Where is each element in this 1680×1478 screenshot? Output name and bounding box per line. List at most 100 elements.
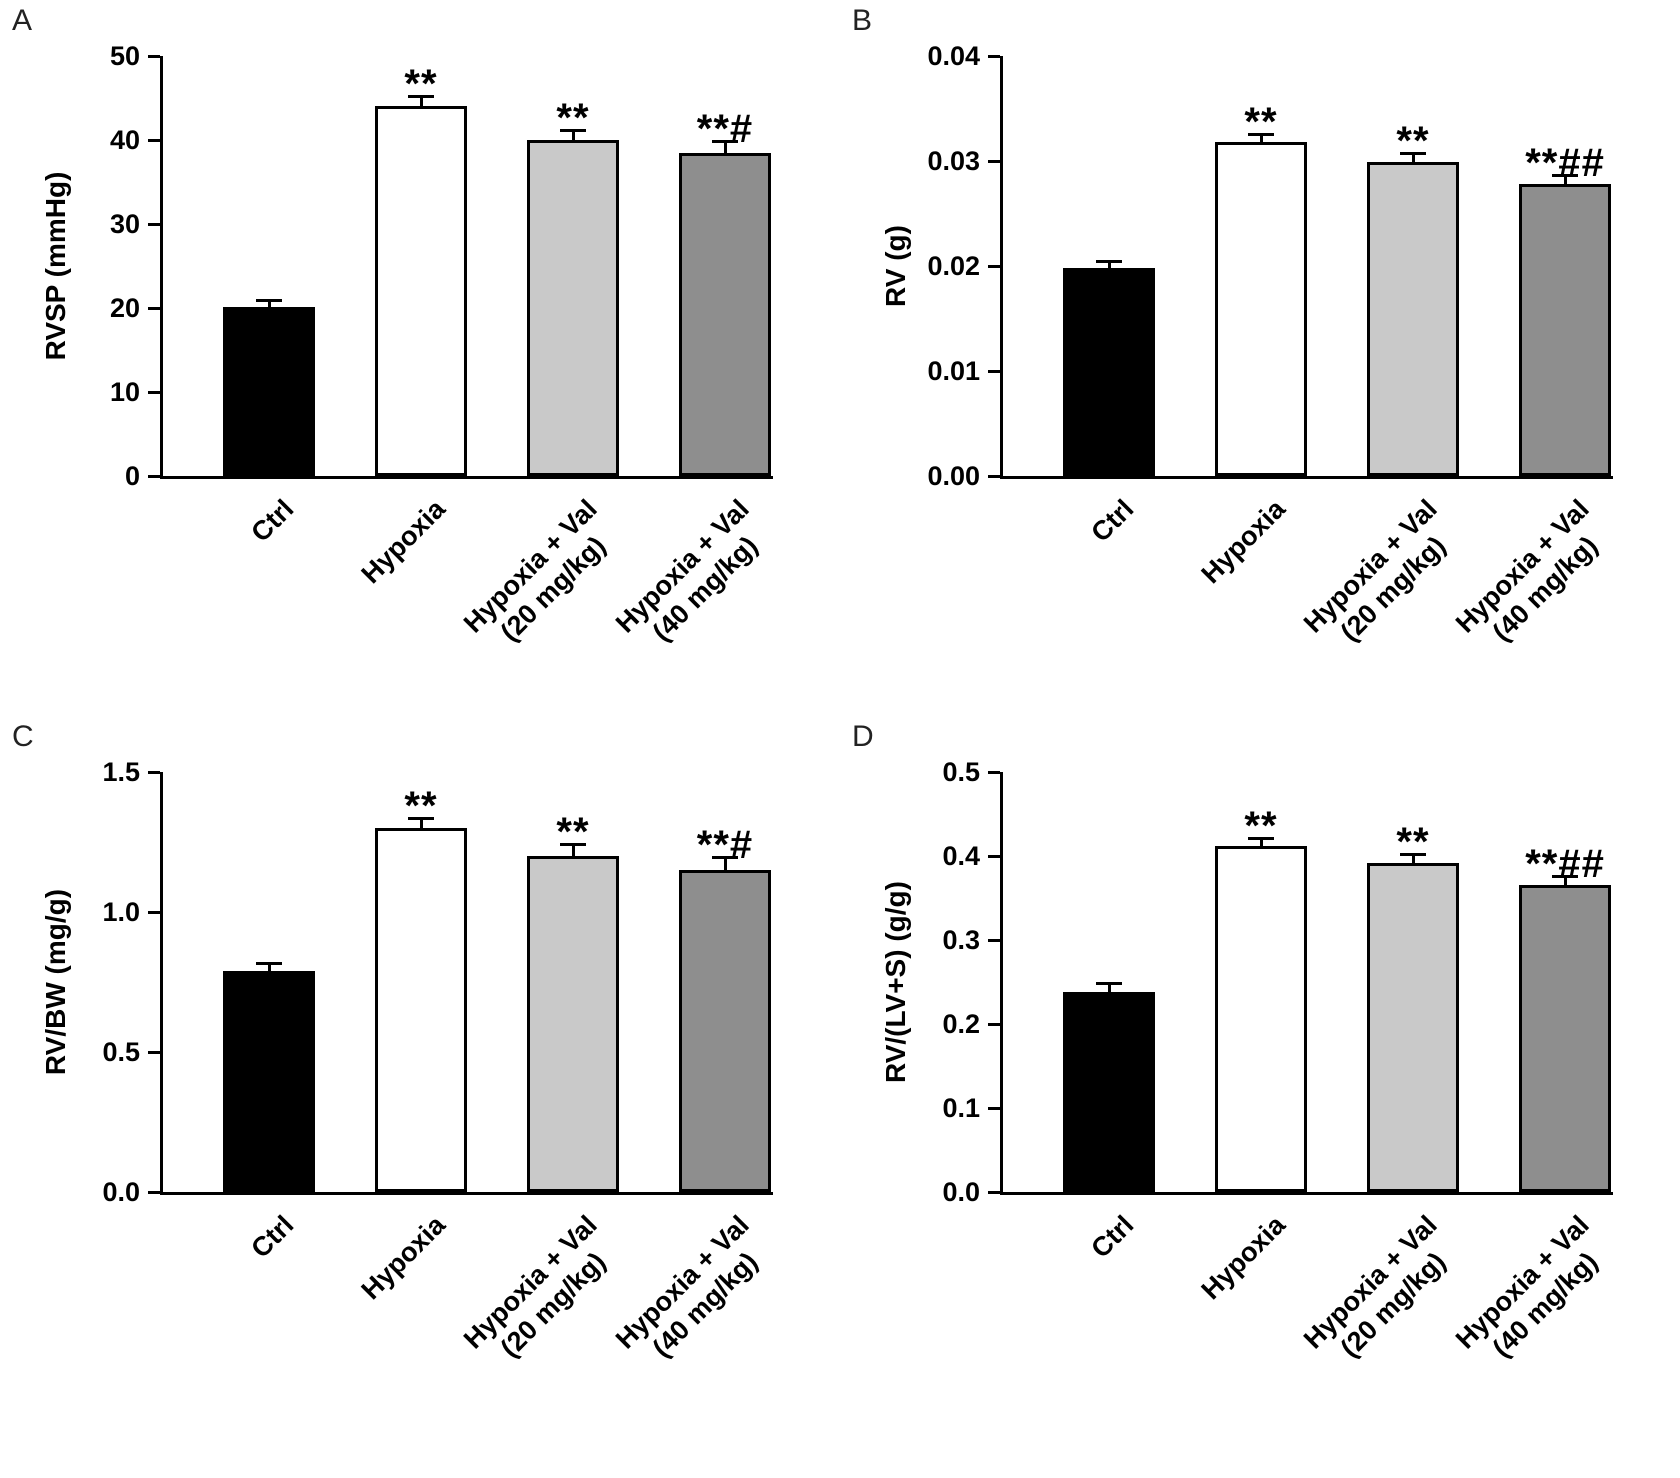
y-tick-mark: [988, 854, 1000, 858]
y-axis-title: RV/(LV+S) (g/g): [880, 881, 911, 1083]
x-category-label: Hypoxia + Val (40 mg/kg): [1450, 493, 1604, 648]
y-tick-label: 30: [109, 209, 140, 239]
panel-label: B: [852, 4, 873, 37]
y-tick-label: 0: [124, 461, 140, 491]
error-bar-cap: [408, 816, 434, 820]
significance-marker: **##: [1525, 140, 1605, 185]
error-bar-line: [267, 965, 271, 971]
error-bar-line: [1411, 856, 1415, 863]
significance-marker: **: [404, 783, 438, 828]
error-bar-line: [571, 131, 575, 140]
y-tick-label: 0.2: [942, 1009, 980, 1039]
error-bar-line: [1259, 840, 1263, 846]
x-category-label: Hypoxia + Val (40 mg/kg): [610, 493, 764, 648]
x-category-label: Ctrl: [1084, 1209, 1139, 1264]
y-tick-label: 1.5: [102, 757, 140, 787]
y-tick-label: 0.5: [102, 1037, 140, 1067]
y-tick-label: 0.04: [927, 41, 980, 71]
bar-4: [679, 870, 771, 1192]
panel-d: D RV/(LV+S) (g/g) 0.0 0.1 0.2 0.3 0.4 0.5 ** **…: [850, 720, 1670, 1450]
y-tick-label: 0.5: [942, 757, 980, 787]
error-bar-cap: [1400, 151, 1426, 155]
y-tick-label: 0.00: [927, 461, 980, 491]
panel-label: D: [852, 720, 874, 753]
y-tick-mark: [988, 54, 1000, 58]
plot-area: 0.0 0.5 1.0 1.5 ** ** **#: [102, 757, 773, 1207]
error-bar-cap: [1096, 259, 1122, 263]
significance-marker: **: [1396, 820, 1430, 864]
error-bar-line: [571, 846, 575, 856]
error-bar-cap: [1248, 837, 1274, 841]
y-tick-label: 0.3: [942, 925, 980, 955]
y-tick-label: 10: [109, 377, 140, 407]
y-tick-label: 20: [109, 293, 140, 323]
x-category-label: Hypoxia + Val (40 mg/kg): [1450, 1209, 1604, 1364]
error-bar-cap: [256, 962, 282, 966]
error-bar-line: [419, 98, 423, 107]
y-tick-mark: [988, 938, 1000, 942]
error-bar-cap: [256, 299, 282, 303]
error-bar-cap: [712, 139, 738, 143]
y-tick-mark: [148, 390, 160, 394]
error-bar-cap: [560, 128, 586, 132]
bar-4: [1519, 184, 1611, 476]
error-bar-line: [1259, 135, 1263, 143]
y-tick-mark: [988, 369, 1000, 373]
error-bar-cap: [1096, 982, 1122, 986]
significance-marker: **: [556, 95, 590, 140]
bar-3: [1367, 862, 1459, 1192]
bar-1: [223, 307, 315, 476]
y-tick-mark: [988, 1190, 1000, 1194]
x-category-label: Hypoxia: [1195, 493, 1291, 590]
error-bar-line: [1563, 877, 1567, 886]
bar-1: [223, 970, 315, 1192]
significance-marker: **: [1244, 804, 1278, 849]
error-bar-line: [723, 858, 727, 870]
y-tick-mark: [988, 264, 1000, 268]
error-bar-cap: [408, 95, 434, 98]
y-tick-mark: [148, 910, 160, 914]
significance-marker: **: [1244, 99, 1278, 144]
y-tick-mark: [148, 1190, 160, 1194]
y-axis-title: RVSP (mmHg): [40, 171, 71, 361]
error-bar-cap: [560, 843, 586, 847]
error-bar-line: [1563, 176, 1567, 185]
x-category-label: Hypoxia: [1195, 1209, 1291, 1306]
error-bar-cap: [1552, 874, 1578, 878]
y-tick-mark: [148, 1050, 160, 1054]
significance-marker: **: [556, 810, 590, 855]
panel-a: A RVSP (mmHg) 0 10 20 30 40 50 ** ** **# Ctrl Hyp…: [10, 4, 830, 734]
y-tick-label: 0.4: [942, 841, 980, 871]
y-tick-mark: [988, 1022, 1000, 1026]
y-tick-mark: [148, 306, 160, 310]
panel-c: C RV/BW (mg/g) 0.0 0.5 1.0 1.5 ** ** **# Ctrl H…: [10, 720, 830, 1450]
y-tick-label: 40: [109, 125, 140, 155]
x-category-label: Hypoxia + Val (20 mg/kg): [1298, 493, 1452, 648]
panel-label: A: [12, 4, 33, 37]
x-category-label: Hypoxia + Val (20 mg/kg): [1298, 1209, 1452, 1364]
y-tick-mark: [148, 222, 160, 226]
x-category-label: Hypoxia + Val (20 mg/kg): [458, 1209, 612, 1364]
x-category-label: Hypoxia + Val (20 mg/kg): [458, 493, 612, 648]
error-bar-cap: [1248, 132, 1274, 136]
bar-2: [375, 106, 467, 476]
y-tick-mark: [988, 159, 1000, 163]
bar-3: [1367, 162, 1459, 476]
y-tick-mark: [148, 770, 160, 774]
significance-marker: **#: [696, 822, 754, 867]
y-tick-mark: [988, 474, 1000, 478]
x-category-label: Ctrl: [244, 1209, 299, 1264]
error-bar-cap: [1552, 173, 1578, 177]
panel-b: B RV (g) 0.00 0.01 0.02 0.03 0.04 ** ** **## Ct…: [850, 4, 1670, 734]
significance-marker: **: [404, 62, 438, 106]
x-category-label: Hypoxia: [355, 1209, 451, 1306]
plot-area: 0 10 20 30 40 50 ** ** **#: [110, 41, 773, 491]
y-tick-mark: [988, 1106, 1000, 1110]
y-tick-label: 0.0: [942, 1177, 980, 1207]
bar-4: [1519, 885, 1611, 1192]
x-category-label: Hypoxia + Val (40 mg/kg): [610, 1209, 764, 1364]
error-bar-line: [1107, 262, 1111, 269]
error-bar-line: [1107, 985, 1111, 993]
x-category-label: Ctrl: [244, 493, 299, 548]
